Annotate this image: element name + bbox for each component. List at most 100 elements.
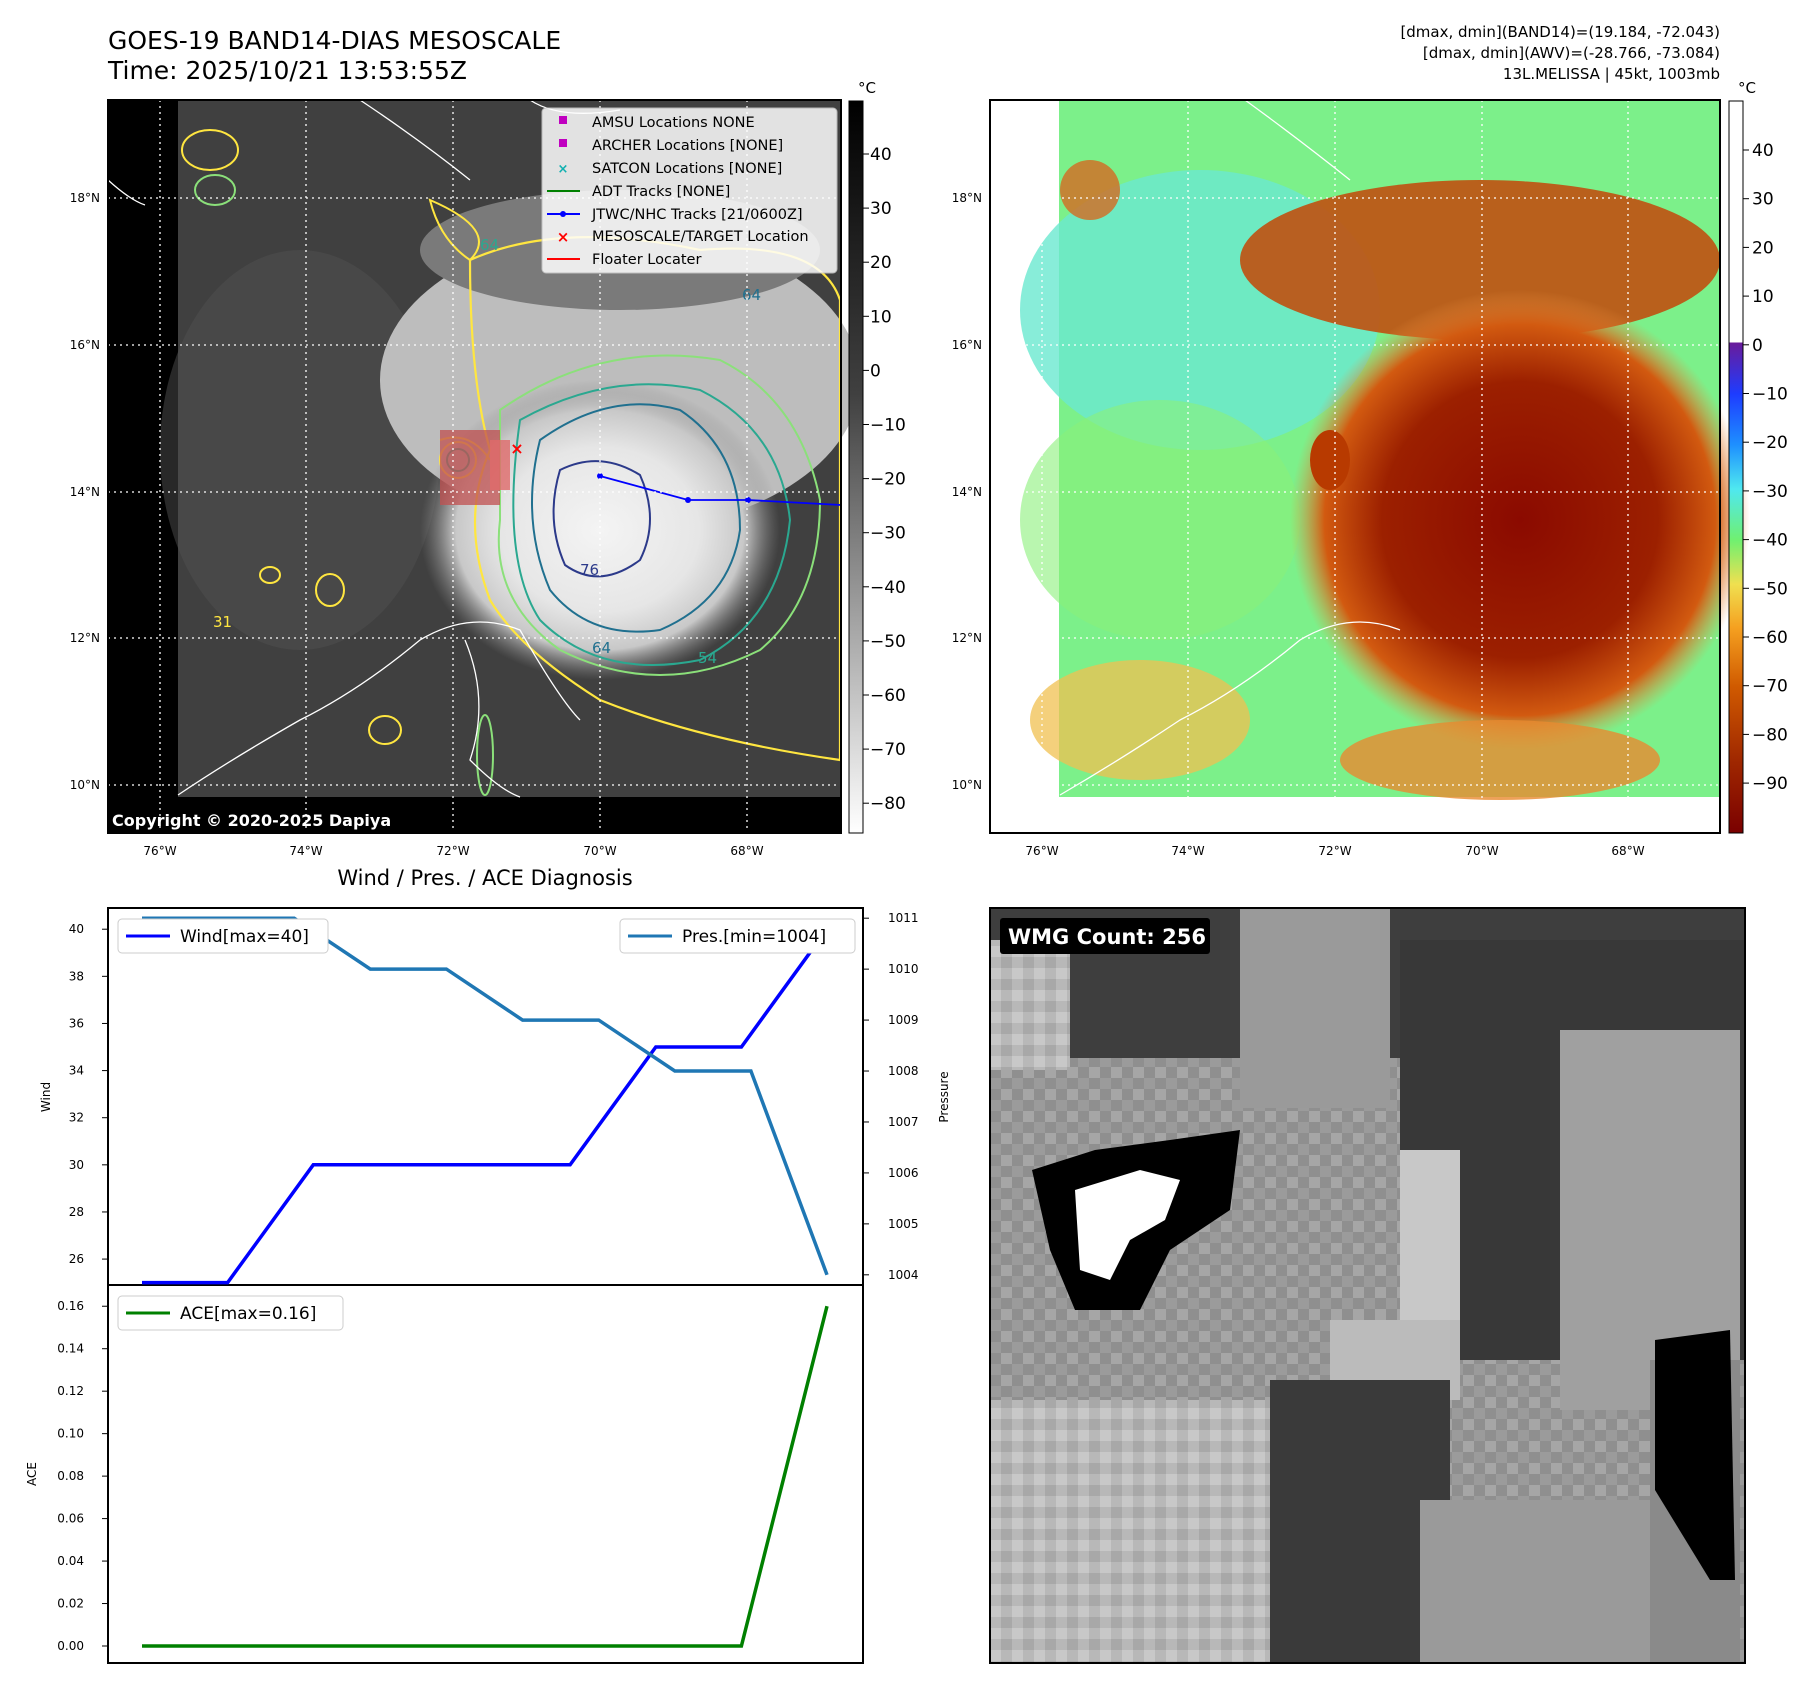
- pressure-ytick-label: 1011: [888, 911, 919, 925]
- awv-colorbar-tick-label: 10: [1752, 287, 1774, 307]
- target-location-marker: ×: [510, 439, 523, 458]
- map-lon-label: 70°W: [1465, 844, 1498, 858]
- wind-ytick-label: 40: [69, 922, 84, 936]
- wind-ytick-label: 28: [69, 1205, 84, 1219]
- ir-colorbar-unit: °C: [858, 79, 876, 97]
- wind-legend: Wind[max=40]: [117, 918, 329, 954]
- ir-colorbar-tick-label: −20: [870, 470, 906, 490]
- ace-ytick-label: 0.04: [57, 1554, 84, 1568]
- ace-legend-label: ACE[max=0.16]: [180, 1304, 316, 1324]
- map-lat-label: 16°N: [70, 338, 100, 352]
- ir-colorbar-tick-label: 10: [870, 307, 892, 327]
- map-lat-label: 12°N: [952, 631, 982, 645]
- contour-label: 76: [580, 561, 599, 579]
- wind-ytick-label: 30: [69, 1158, 84, 1172]
- ir-colorbar-tick-label: −70: [870, 740, 906, 760]
- map-lat-label: 12°N: [70, 631, 100, 645]
- legend-label: SATCON Locations [NONE]: [592, 161, 782, 177]
- awv-colorbar-tick-label: 40: [1752, 141, 1774, 161]
- wind-ytick-label: 34: [69, 1064, 84, 1078]
- legend-label: JTWC/NHC Tracks [21/0600Z]: [591, 207, 803, 223]
- awv-colorbar-unit: °C: [1738, 79, 1756, 97]
- ir-colorbar-tick-label: −30: [870, 524, 906, 544]
- awv-colorbar-tick-label: 20: [1752, 238, 1774, 258]
- wmg-image-panel: [989, 907, 1746, 1664]
- pressure-ytick-label: 1008: [888, 1064, 919, 1078]
- map-lon-label: 70°W: [583, 844, 616, 858]
- panel-title-line2: Time: 2025/10/21 13:53:55Z: [108, 56, 467, 85]
- map-lat-label: 10°N: [952, 778, 982, 792]
- pressure-legend-label: Pres.[min=1004]: [682, 927, 826, 947]
- ace-ytick-label: 0.00: [57, 1639, 84, 1653]
- legend-label: MESOSCALE/TARGET Location: [592, 229, 809, 245]
- map-lon-label: 68°W: [730, 844, 763, 858]
- legend-marker-amsu: [559, 116, 567, 124]
- awv-colorbar-tick-label: −70: [1752, 677, 1788, 697]
- ace-ytick-label: 0.12: [57, 1384, 84, 1398]
- wind-series-line: [142, 928, 829, 1285]
- panel-title-line1: GOES-19 BAND14-DIAS MESOSCALE: [108, 26, 562, 55]
- ir-colorbar-tick-label: −50: [870, 632, 906, 652]
- wmg-count-text: WMG Count: 256: [1008, 925, 1206, 949]
- contour-label: 31: [213, 613, 232, 631]
- contour-label: 64: [480, 236, 499, 254]
- legend-marker-satcon: ×: [558, 162, 569, 177]
- awv-colorbar-tick-label: −30: [1752, 482, 1788, 502]
- map-lat-label: 14°N: [70, 485, 100, 499]
- map-lon-label: 74°W: [289, 844, 322, 858]
- contour-label: 64: [592, 639, 611, 657]
- ir-gridlines: [108, 100, 841, 833]
- awv-colorbar-tick-label: −10: [1752, 385, 1788, 405]
- map-lon-label: 74°W: [1171, 844, 1204, 858]
- ir-colorbar-tick-label: 30: [870, 199, 892, 219]
- ir-legend: AMSU Locations NONE ARCHER Locations [NO…: [541, 107, 838, 274]
- copyright-text: Copyright © 2020-2025 Dapiya: [112, 811, 391, 830]
- ace-ytick-label: 0.14: [57, 1342, 84, 1356]
- ace-legend: ACE[max=0.16]: [117, 1295, 344, 1331]
- ir-colorbar-tick-label: −10: [870, 416, 906, 436]
- ir-colorbar-tick-label: 40: [870, 145, 892, 165]
- map-lat-label: 14°N: [952, 485, 982, 499]
- wind-axis-label: Wind: [39, 1082, 53, 1112]
- awv-colorbar-tick-label: −50: [1752, 579, 1788, 599]
- awv-colorbar-tick-label: 30: [1752, 190, 1774, 210]
- pressure-ytick-label: 1004: [888, 1268, 919, 1282]
- dmax-awv-text: [dmax, dmin](AWV)=(-28.766, -73.084): [1422, 44, 1720, 62]
- awv-colorbar-tick-label: −80: [1752, 725, 1788, 745]
- pressure-axis-label: Pressure: [937, 1071, 951, 1122]
- wind-ytick-label: 36: [69, 1016, 84, 1030]
- contour-label: 64: [742, 286, 761, 304]
- legend-label: Floater Locater: [592, 252, 701, 268]
- awv-colorbar-tick-label: −40: [1752, 531, 1788, 551]
- ace-ytick-label: 0.02: [57, 1597, 84, 1611]
- storm-info-text: 13L.MELISSA | 45kt, 1003mb: [1502, 65, 1720, 83]
- ir-colorbar-tick-label: −60: [870, 686, 906, 706]
- awv-colorbar-tick-label: −20: [1752, 433, 1788, 453]
- ace-ytick-label: 0.16: [57, 1299, 84, 1313]
- wind-legend-label: Wind[max=40]: [180, 927, 309, 947]
- map-lat-label: 18°N: [952, 191, 982, 205]
- awv-image-panel: [989, 99, 1750, 834]
- ir-colorbar-tick-label: 0: [870, 361, 881, 381]
- legend-marker-archer: [559, 139, 567, 147]
- ace-axes: [107, 1284, 864, 1664]
- wmg-count-badge: [1000, 918, 1210, 954]
- pressure-ytick-label: 1005: [888, 1217, 919, 1231]
- map-lat-label: 18°N: [70, 191, 100, 205]
- dmax-band14-text: [dmax, dmin](BAND14)=(19.184, -72.043): [1400, 23, 1720, 41]
- legend-label: ARCHER Locations [NONE]: [592, 138, 783, 154]
- map-lon-label: 76°W: [1025, 844, 1058, 858]
- ace-ytick-label: 0.06: [57, 1512, 84, 1526]
- awv-colorbar-tick-label: 0: [1752, 336, 1763, 356]
- map-lon-label: 76°W: [143, 844, 176, 858]
- wind-ytick-label: 32: [69, 1111, 84, 1125]
- legend-label: AMSU Locations NONE: [592, 115, 755, 131]
- pressure-ytick-label: 1006: [888, 1166, 919, 1180]
- ir-colorbar-tick-label: −40: [870, 578, 906, 598]
- awv-colorbar: [1728, 100, 1744, 834]
- pressure-legend: Pres.[min=1004]: [619, 918, 856, 954]
- ace-ytick-label: 0.08: [57, 1469, 84, 1483]
- contour-label: 54: [698, 649, 717, 667]
- awv-colorbar-tick-label: −90: [1752, 774, 1788, 794]
